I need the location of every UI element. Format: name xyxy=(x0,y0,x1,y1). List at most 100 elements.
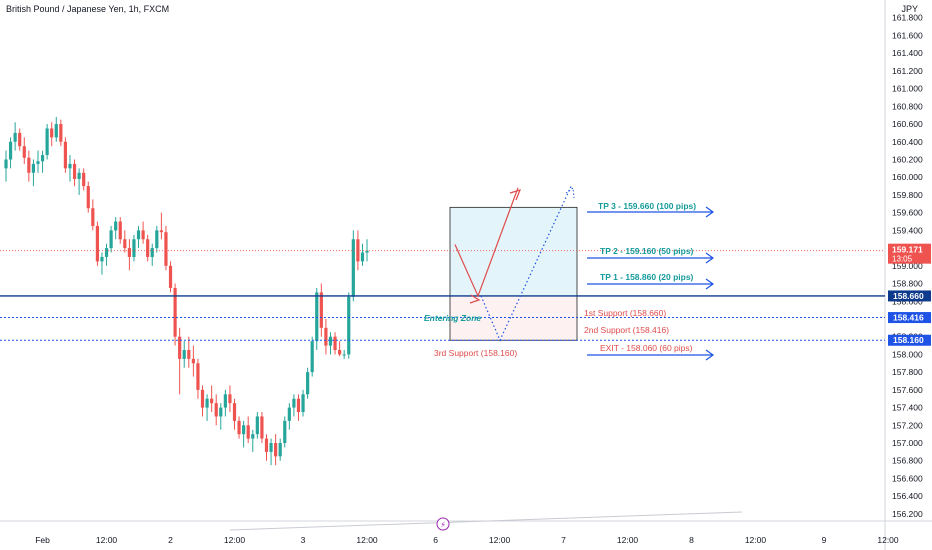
candle-body xyxy=(95,225,99,262)
x-tick-label: 12:00 xyxy=(356,535,378,545)
candle-body xyxy=(310,341,314,373)
line-price-tag: 158.660 xyxy=(893,291,924,301)
candle-body xyxy=(228,394,232,404)
y-tick-label: 159.000 xyxy=(892,261,923,271)
candle-body xyxy=(63,141,68,169)
candle-body xyxy=(18,132,22,147)
x-tick-label: 12:00 xyxy=(877,535,899,545)
candle-body xyxy=(191,358,195,364)
support1-label: 1st Support (158.660) xyxy=(584,308,666,318)
candle-body xyxy=(347,296,351,355)
y-tick-label: 160.200 xyxy=(892,154,923,164)
drawings: ⚡ TP 3 - 159.660 (100 pips) TP 2 - 159.160… xyxy=(0,184,885,531)
candle-body xyxy=(40,155,45,162)
line-price-tag-bg xyxy=(888,312,931,324)
candle-body xyxy=(136,230,141,240)
candle-body xyxy=(223,394,227,408)
y-tick-label: 157.800 xyxy=(892,367,923,377)
y-tick-label: 159.800 xyxy=(892,190,923,200)
candle-body xyxy=(159,230,163,233)
candle-body xyxy=(13,132,17,142)
candles xyxy=(4,116,369,466)
candle-body xyxy=(100,256,104,262)
candle-body xyxy=(82,172,86,187)
x-tick-label: 6 xyxy=(433,535,438,545)
y-tick-label: 160.400 xyxy=(892,137,923,147)
x-tick-label: 12:00 xyxy=(224,535,246,545)
y-tick-label: 161.400 xyxy=(892,48,923,58)
candle-body xyxy=(182,349,186,359)
candle-body xyxy=(200,389,205,408)
candle-body xyxy=(333,336,337,350)
candle-body xyxy=(360,252,365,262)
candle-body xyxy=(141,230,145,240)
y-tick-label: 159.600 xyxy=(892,208,923,218)
candle-body xyxy=(59,124,63,142)
candle-body xyxy=(210,398,214,404)
loss-zone xyxy=(449,295,578,341)
candle-body xyxy=(237,420,241,435)
candle-body xyxy=(50,128,54,138)
candle-body xyxy=(45,128,49,156)
candle-body xyxy=(255,416,259,435)
candle-body xyxy=(283,420,287,444)
y-tick-label: 157.200 xyxy=(892,420,923,430)
candle-body xyxy=(365,250,369,253)
candle-body xyxy=(324,327,328,346)
candle-body xyxy=(146,239,150,257)
candle-body xyxy=(127,248,131,257)
support3-label: 3rd Support (158.160) xyxy=(434,348,517,358)
candle-body xyxy=(351,239,355,297)
x-tick-label: 2 xyxy=(168,535,173,545)
projected-path-alt xyxy=(480,184,573,342)
candle-body xyxy=(246,425,250,439)
x-tick-label: 12:00 xyxy=(745,535,767,545)
y-tick-label: 158.000 xyxy=(892,349,923,359)
last-price-tag: 159.171 xyxy=(892,245,923,255)
candle-body xyxy=(328,336,333,346)
candle-body xyxy=(315,292,319,342)
event-marker xyxy=(436,517,450,531)
candle-body xyxy=(31,163,36,173)
candle-body xyxy=(68,163,72,169)
candle-body xyxy=(260,416,264,439)
y-tick-label: 156.400 xyxy=(892,491,923,501)
candle-body xyxy=(27,157,31,173)
y-tick-label: 156.200 xyxy=(892,509,923,519)
candle-body xyxy=(123,239,127,249)
candle-body xyxy=(36,161,40,164)
tp2-label: TP 2 - 159.160 (50 pips) xyxy=(600,246,694,256)
y-tick-label: 160.000 xyxy=(892,172,923,182)
exit-arrow-head xyxy=(705,349,715,361)
line-price-tag: 158.416 xyxy=(893,313,924,323)
candle-body xyxy=(232,403,237,421)
price-axis[interactable]: 161.800 161.600 161.400 161.200 161.000 160.8… xyxy=(884,0,923,550)
y-tick-label: 161.000 xyxy=(892,84,923,94)
candle-body xyxy=(219,407,223,417)
time-axis[interactable]: Feb 12:00 2 12:00 3 12:00 6 12:00 7 12:00 8 12:00 9 1… xyxy=(0,520,932,545)
tp3-label: TP 3 - 159.660 (100 pips) xyxy=(598,201,696,211)
x-tick-label: 12:00 xyxy=(617,535,639,545)
candle-body xyxy=(242,425,246,435)
profit-zone xyxy=(449,206,578,297)
last-price-tag-bg xyxy=(888,243,931,264)
candle-body xyxy=(8,141,13,160)
candle-body xyxy=(187,349,191,359)
y-tick-label: 156.600 xyxy=(892,473,923,483)
candle-body xyxy=(86,186,90,209)
candle-body xyxy=(77,172,81,179)
y-tick-label: 161.800 xyxy=(892,13,923,23)
y-tick-label: 157.400 xyxy=(892,403,923,413)
candle-body xyxy=(4,159,8,169)
candle-body xyxy=(205,398,209,408)
lightning-icon: ⚡ xyxy=(440,521,446,530)
arrow-head xyxy=(565,187,575,199)
y-tick-label: 160.800 xyxy=(892,101,923,111)
candle-body xyxy=(114,221,118,231)
entering-zone-label: Entering Zone xyxy=(424,313,481,323)
trend-line xyxy=(229,511,743,531)
tp1-arrow-head xyxy=(705,278,715,290)
